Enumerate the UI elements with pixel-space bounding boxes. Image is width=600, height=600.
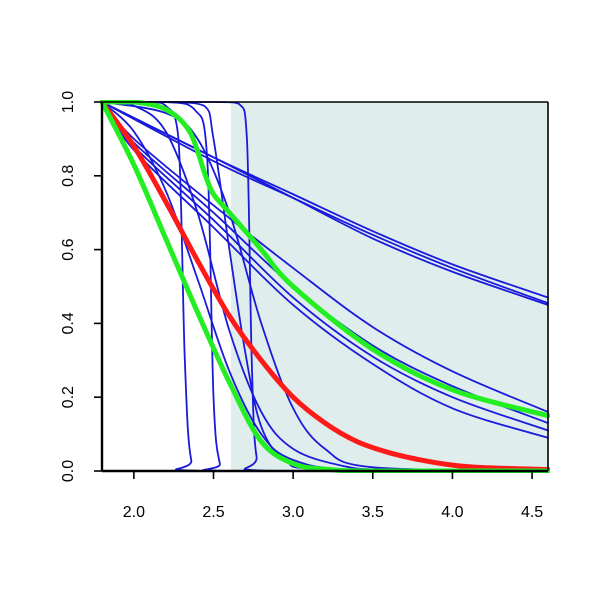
series-line-blue-1 (101, 101, 549, 305)
x-tick-label: 2.0 (123, 504, 145, 521)
y-tick-label: 0.0 (60, 460, 77, 482)
axes: 2.0 2.5 3.0 3.5 4.0 4.5 0.0 0.2 0.4 0.6 0.8 1.0 (60, 91, 549, 521)
series-line-red-14 (100, 100, 550, 473)
x-tick-label: 4.0 (441, 504, 463, 521)
x-tick-label: 3.5 (362, 504, 384, 521)
series-line-blue-3 (101, 101, 549, 413)
y-tick-label: 0.4 (60, 312, 77, 334)
x-tick-label: 3.0 (282, 504, 304, 521)
y-tick-label: 0.8 (60, 165, 77, 187)
x-tick-label: 4.5 (521, 504, 543, 521)
x-tick-label: 2.5 (202, 504, 224, 521)
series-line-blue-2 (101, 101, 549, 306)
y-tick-label: 1.0 (60, 91, 77, 113)
y-tick-label: 0.6 (60, 238, 77, 260)
series-line-green-16 (100, 100, 550, 419)
y-tick-label: 0.2 (60, 386, 77, 408)
